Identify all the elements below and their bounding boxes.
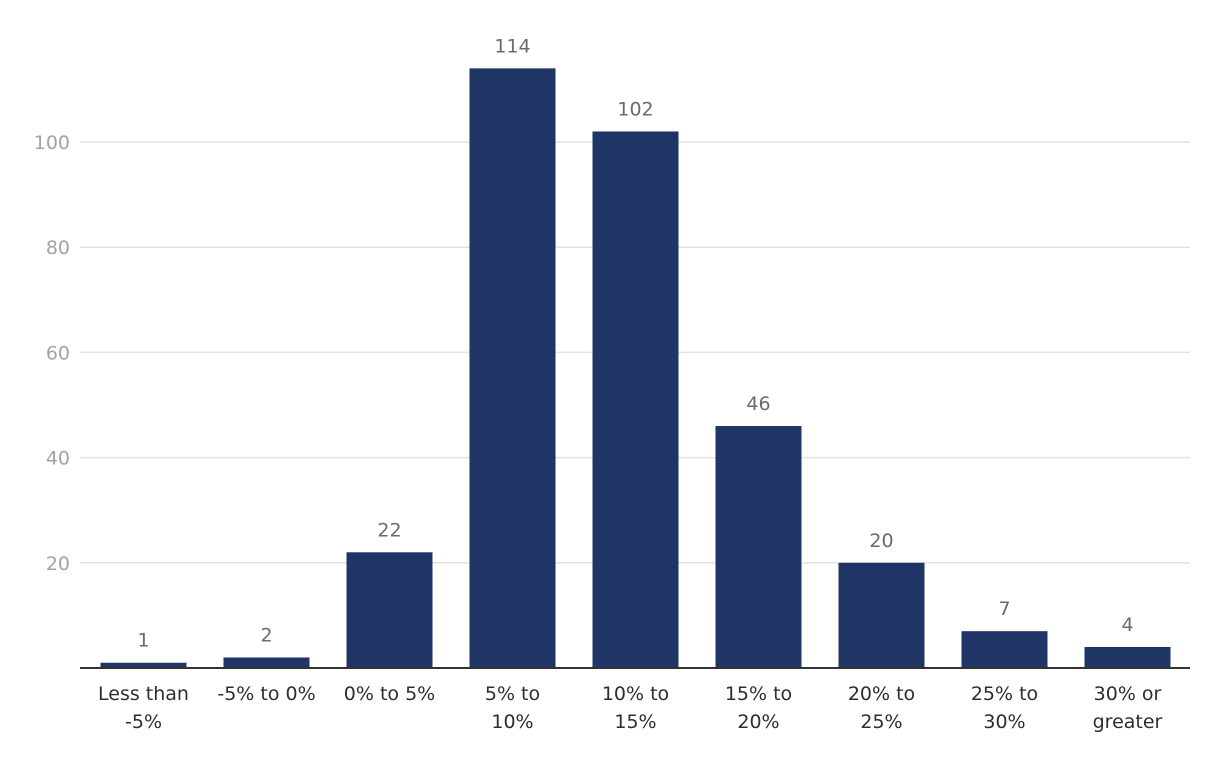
data-label: 102	[617, 98, 653, 120]
x-tick-label: Less than -5%	[98, 683, 189, 733]
bar	[961, 631, 1048, 668]
bar	[223, 657, 310, 668]
x-tick-label: 25% to 30%	[971, 683, 1038, 733]
x-tick-label: 10% to 15%	[602, 683, 669, 733]
x-tick-label: 15% to 20%	[725, 683, 792, 733]
y-tick-label: 60	[46, 342, 70, 364]
data-label: 22	[377, 519, 401, 541]
x-tick-label: 5% to 10%	[485, 683, 540, 733]
bar	[592, 131, 679, 669]
y-tick-label: 100	[34, 132, 70, 154]
data-label: 46	[746, 393, 770, 415]
data-label: 2	[260, 624, 272, 646]
x-tick-label: 30% or greater	[1093, 683, 1163, 733]
bar	[469, 68, 556, 669]
bar	[346, 552, 433, 668]
x-tick-label: 0% to 5%	[344, 683, 435, 705]
data-label: 1	[137, 630, 149, 652]
y-tick-label: 80	[46, 237, 70, 259]
x-tick-label: 20% to 25%	[848, 683, 915, 733]
bars	[100, 68, 1171, 669]
data-label: 114	[494, 35, 530, 57]
bar	[838, 562, 925, 668]
bar	[715, 426, 802, 668]
y-tick-label: 20	[46, 553, 70, 575]
data-label: 7	[998, 598, 1010, 620]
x-tick-label: -5% to 0%	[217, 683, 315, 705]
y-tick-label: 40	[46, 448, 70, 470]
x-axis-labels: Less than -5% -5% to 0% 0% to 5% 5% to 10% 10%…	[98, 683, 1163, 733]
y-axis-ticks: 20 40 60 80 100	[34, 132, 70, 575]
bar	[100, 662, 187, 668]
bar	[1084, 646, 1171, 668]
data-label: 20	[869, 530, 893, 552]
data-label: 4	[1121, 614, 1133, 636]
